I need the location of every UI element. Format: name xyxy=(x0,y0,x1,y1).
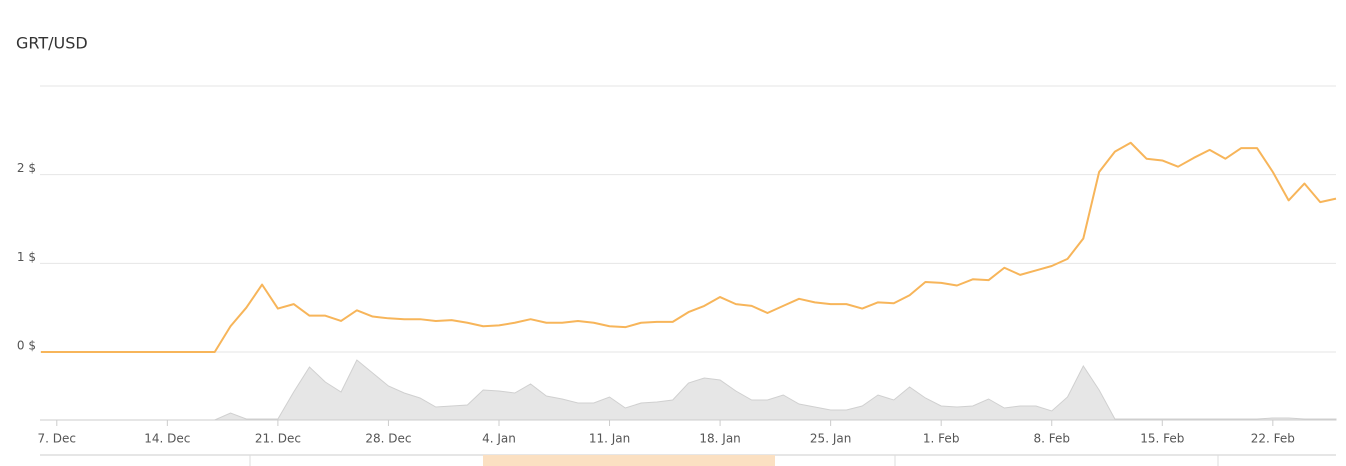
x-tick-label: 28. Dec xyxy=(365,432,411,446)
navigator xyxy=(40,454,1336,466)
x-tick-label: 1. Feb xyxy=(923,432,960,446)
x-tick-label: 18. Jan xyxy=(699,432,740,446)
y-tick-label: 2 $ xyxy=(17,161,36,175)
volume-area xyxy=(41,359,1337,421)
x-tick-label: 4. Jan xyxy=(482,432,516,446)
x-tick-label: 22. Feb xyxy=(1251,432,1295,446)
y-tick-label: 1 $ xyxy=(17,250,36,264)
y-tick-label: 0 $ xyxy=(17,339,36,353)
chart-title: GRT/USD xyxy=(16,34,88,53)
navigator-range[interactable] xyxy=(483,455,775,466)
x-tick-label: 14. Dec xyxy=(144,432,190,446)
price-line xyxy=(41,141,1337,353)
x-tick-label: 15. Feb xyxy=(1140,432,1184,446)
x-tick-label: 11. Jan xyxy=(589,432,630,446)
x-tick-label: 7. Dec xyxy=(38,432,76,446)
x-tick-label: 8. Feb xyxy=(1033,432,1070,446)
x-tick-label: 21. Dec xyxy=(255,432,301,446)
x-tick-label: 25. Jan xyxy=(810,432,851,446)
